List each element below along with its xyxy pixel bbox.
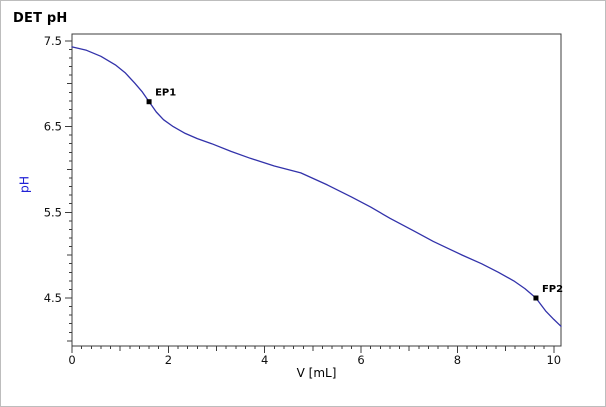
y-tick-label: 6.5: [44, 120, 62, 134]
y-tick-label: 5.5: [44, 205, 62, 219]
y-tick-label: 7.5: [44, 34, 62, 48]
endpoint-marker: [146, 99, 152, 105]
y-tick-label: 4.5: [44, 291, 62, 305]
x-tick-label: 10: [546, 353, 561, 367]
chart-title: DET pH: [13, 11, 68, 26]
x-tick-label: 8: [454, 353, 461, 367]
x-tick-label: 0: [68, 353, 75, 367]
x-axis-ticks: [71, 346, 555, 353]
endpoint-label: EP1: [155, 88, 176, 99]
ph-curve: [71, 46, 562, 327]
x-tick-label: 4: [261, 353, 268, 367]
endpoint-label: FP2: [542, 284, 563, 295]
x-axis-label: V [mL]: [296, 366, 337, 380]
x-tick-label: 6: [357, 353, 364, 367]
endpoint-fp2: FP2: [533, 284, 563, 301]
y-axis-ticks: [65, 40, 72, 342]
endpoint-marker: [533, 295, 539, 301]
x-tick-label: 2: [165, 353, 172, 367]
plot-border: [71, 33, 562, 347]
endpoint-ep1: EP1: [146, 88, 176, 105]
